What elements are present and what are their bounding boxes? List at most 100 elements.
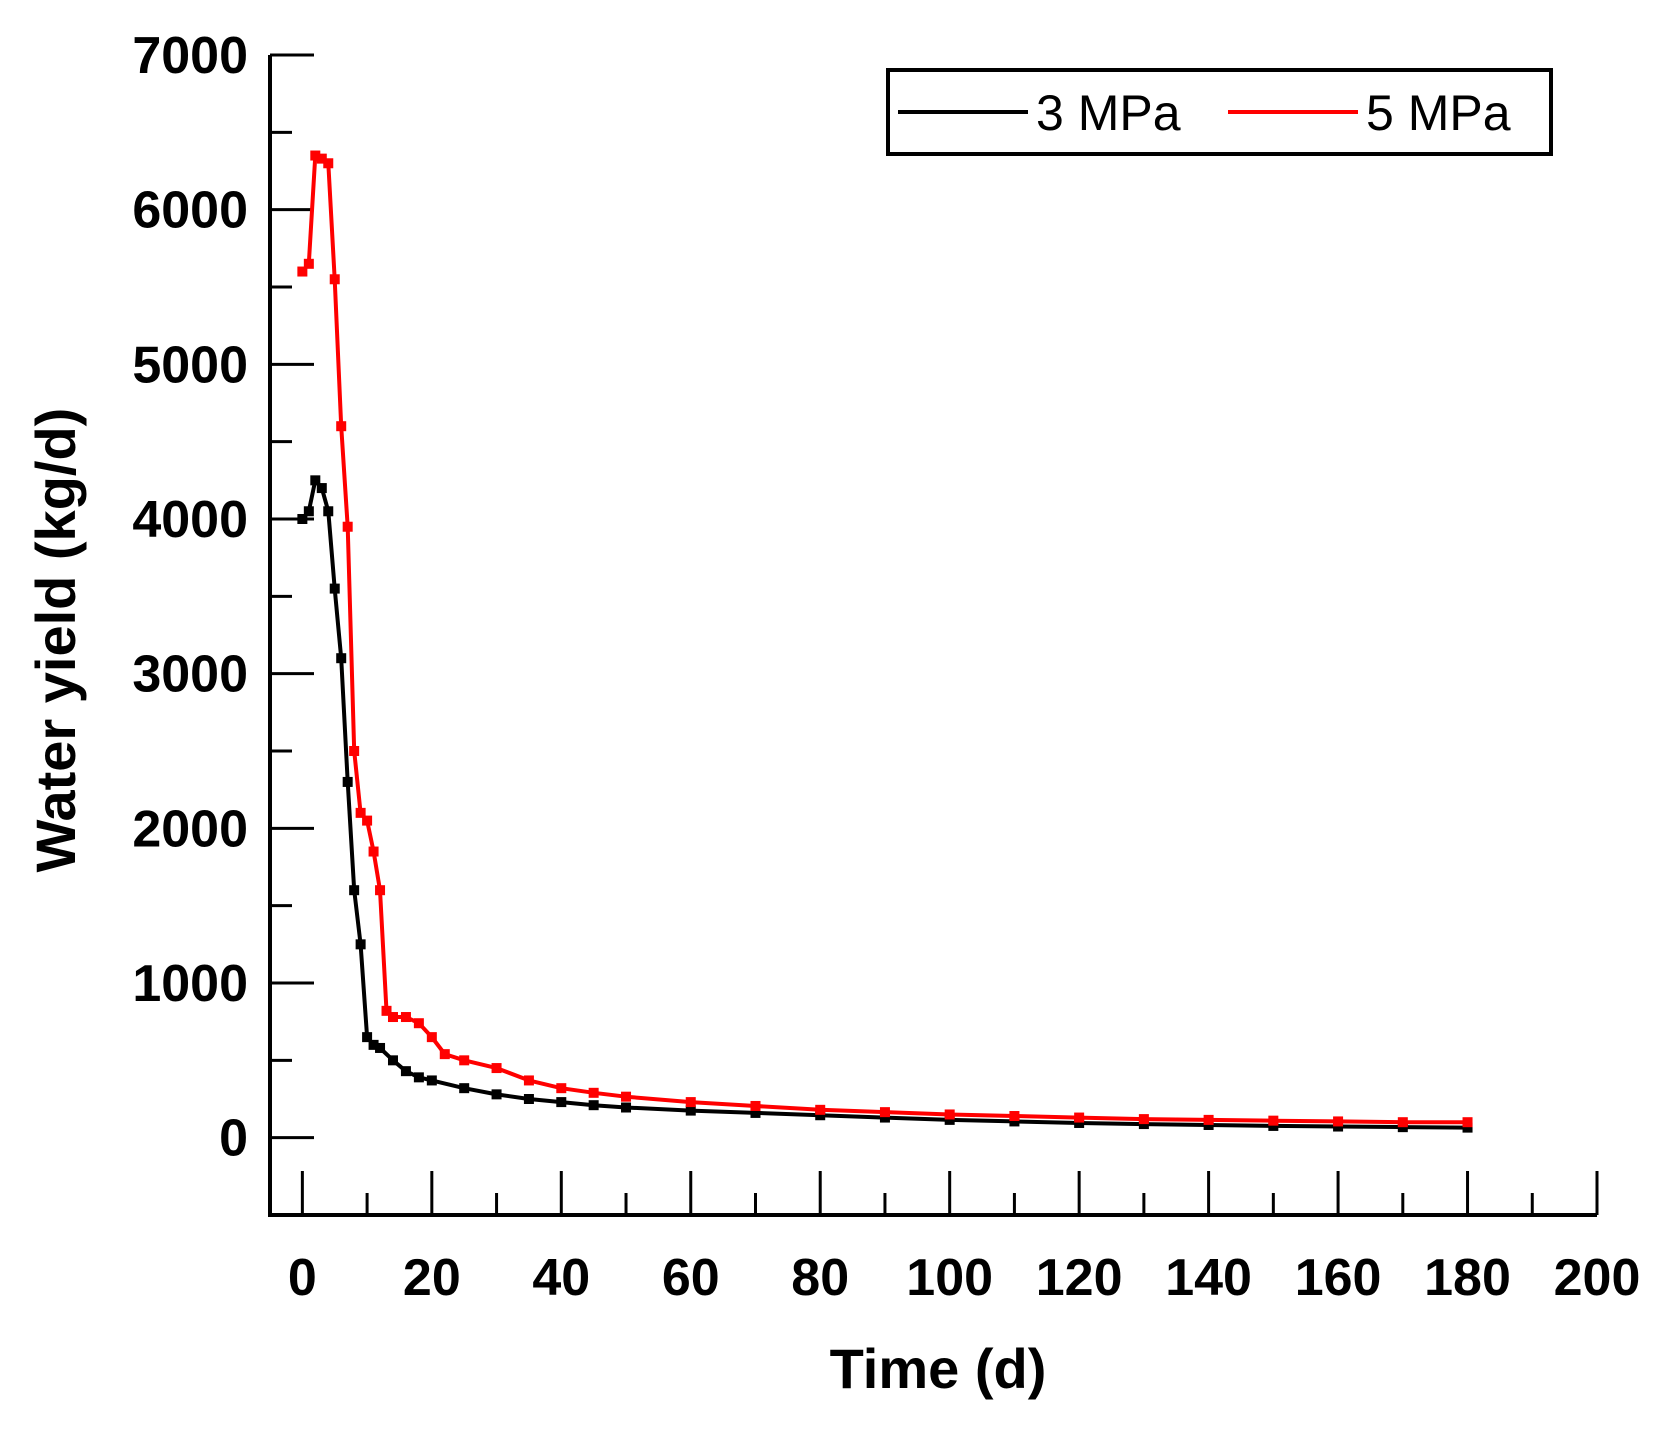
x-tick-label: 40 [532, 1249, 590, 1307]
data-point [944, 1114, 955, 1125]
series-line [300, 478, 1468, 1130]
y-tick-label: 5000 [132, 336, 248, 394]
x-tick-label: 100 [906, 1249, 993, 1307]
y-tick-label: 6000 [132, 182, 248, 240]
data-point [323, 506, 334, 517]
data-point [1203, 1114, 1214, 1125]
data-point [1009, 1111, 1020, 1122]
data-point [1268, 1115, 1279, 1126]
data-point [1203, 1119, 1214, 1130]
y-tick-label: 4000 [132, 491, 248, 549]
data-point [1074, 1112, 1085, 1123]
x-tick-label: 160 [1295, 1249, 1382, 1307]
x-axis-title: Time (d) [830, 1337, 1047, 1400]
data-point [303, 258, 314, 269]
data-point [426, 1032, 437, 1043]
data-point [685, 1105, 696, 1116]
data-point [1074, 1117, 1085, 1128]
data-point [349, 746, 360, 756]
data-point [523, 1094, 534, 1104]
data-point [297, 266, 308, 277]
data-point [621, 1102, 632, 1113]
data-point [336, 653, 347, 664]
series-line [300, 153, 1468, 1125]
axes [268, 53, 1599, 1217]
data-point [329, 583, 340, 594]
data-point [413, 1072, 424, 1083]
data-point [387, 1012, 398, 1023]
y-tick-label: 0 [219, 1110, 248, 1168]
data-point [815, 1110, 826, 1121]
data-point [342, 521, 353, 532]
data-point [523, 1075, 534, 1086]
data-point [621, 1091, 632, 1102]
data-point [375, 885, 386, 896]
data-point [685, 1097, 696, 1108]
data-point [316, 153, 327, 164]
data-point [1397, 1117, 1408, 1128]
data-point [316, 483, 327, 494]
x-tick-label: 0 [288, 1249, 317, 1307]
data-point [1462, 1117, 1473, 1128]
y-axis-title: Water yield (kg/d) [24, 408, 87, 873]
data-point [459, 1055, 470, 1066]
legend-label: 5 MPa [1366, 85, 1511, 141]
data-point [400, 1012, 411, 1023]
data-point [944, 1109, 955, 1120]
data-point [588, 1100, 599, 1111]
legend: 3 MPa 5 MPa [886, 68, 1553, 156]
data-point [323, 158, 334, 169]
data-point [329, 274, 340, 285]
data-point [355, 939, 366, 950]
data-point [349, 885, 360, 896]
data-point [303, 506, 314, 517]
series-layer [297, 150, 1473, 1133]
y-tick-label: 1000 [132, 955, 248, 1013]
x-tick-label: 180 [1424, 1249, 1511, 1307]
x-tick-label: 200 [1554, 1249, 1641, 1307]
y-tick-label: 7000 [132, 27, 248, 85]
data-point [1462, 1122, 1473, 1133]
data-point [387, 1055, 398, 1066]
data-point [588, 1087, 599, 1098]
legend-label: 3 MPa [1036, 85, 1181, 141]
data-point [297, 514, 308, 524]
series-3-mpa [297, 475, 1473, 1133]
data-point [879, 1112, 890, 1123]
data-point [362, 1032, 373, 1043]
data-point [400, 1066, 411, 1077]
y-tick-label: 3000 [132, 646, 248, 704]
data-point [1333, 1121, 1344, 1132]
data-point [1333, 1116, 1344, 1127]
x-tick-label: 60 [662, 1249, 720, 1307]
data-point [381, 1005, 392, 1016]
data-point [750, 1107, 761, 1118]
data-point [1268, 1120, 1279, 1131]
data-point [342, 776, 353, 787]
data-point [336, 421, 347, 432]
data-point [368, 1039, 379, 1050]
data-point [1138, 1114, 1149, 1125]
data-point [815, 1104, 826, 1115]
tick-labels: 0 1000 2000 3000 4000 5000 6000 7000 0 20 40 60 80 10… [132, 27, 1640, 1307]
data-point [491, 1063, 502, 1074]
x-tick-label: 80 [791, 1249, 849, 1307]
data-point [413, 1018, 424, 1029]
data-point [491, 1089, 502, 1100]
data-point [459, 1083, 470, 1094]
data-point [879, 1107, 890, 1118]
data-point [439, 1049, 450, 1060]
data-point [310, 150, 321, 161]
data-point [750, 1100, 761, 1111]
data-point [362, 815, 373, 826]
x-tick-label: 140 [1165, 1249, 1252, 1307]
data-point [556, 1097, 567, 1108]
data-point [368, 846, 379, 857]
data-point [556, 1083, 567, 1094]
series-5-mpa [297, 150, 1473, 1128]
x-tick-label: 20 [403, 1249, 461, 1307]
data-point [310, 475, 321, 486]
